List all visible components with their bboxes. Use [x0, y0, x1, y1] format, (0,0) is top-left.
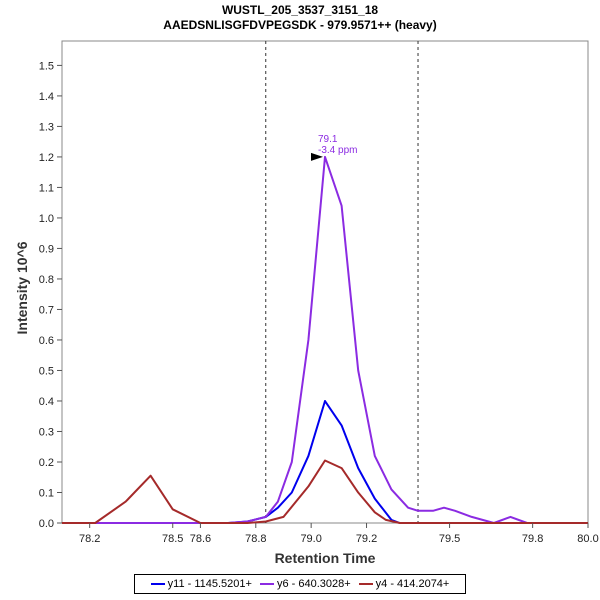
x-tick-label: 79.2: [356, 533, 377, 545]
y-tick-label: 1.1: [39, 182, 54, 194]
plot-area: [61, 40, 589, 524]
legend-label: y11 - 1145.5201+: [167, 578, 252, 590]
series-line-3: [62, 459, 588, 524]
x-tick-label: 78.2: [79, 533, 100, 545]
y-tick-label: 0.1: [39, 487, 54, 499]
y-axis: 0.0 0.1 0.2 0.3 0.4 0.5 0.6 0.7 0.8 0.9 1.0 1.1 1.2 1…: [39, 60, 62, 530]
y-tick-label: 1.4: [39, 91, 54, 103]
legend-label: y4 - 414.2074+: [375, 578, 450, 590]
y-tick-label: 0.4: [39, 396, 54, 408]
y-tick-label: 0.5: [39, 365, 54, 377]
peak-arrow-icon: [311, 152, 323, 161]
y-tick-label: 0.2: [39, 457, 54, 469]
peak-annotation: 79.1 -3.4 ppm: [311, 134, 357, 161]
y-tick-label: 0.8: [39, 274, 54, 286]
legend-swatch: [259, 583, 274, 585]
legend-swatch: [358, 583, 373, 585]
chart-subtitle: AAEDSNLISGFDVPEGSDK - 979.9571++ (heavy): [163, 18, 436, 32]
x-tick-label: 78.5: [162, 533, 183, 545]
chart-title: WUSTL_205_3537_3151_18: [222, 3, 378, 17]
x-tick-label: 79.5: [439, 533, 460, 545]
x-tick-label: 80.0: [577, 533, 598, 545]
x-tick-label: 79.8: [522, 533, 543, 545]
y-tick-label: 0.7: [39, 304, 54, 316]
x-axis: 78.2 78.5 78.6 78.8 79.0 79.2 79.5 79.8 80.0: [79, 523, 599, 545]
y-axis-label: Intensity 10^6: [14, 241, 30, 334]
legend: y11 - 1145.5201+ y6 - 640.3028+ y4 - 414.2…: [134, 574, 466, 594]
x-axis-label: Retention Time: [275, 550, 376, 566]
legend-label: y6 - 640.3028+: [276, 578, 351, 590]
y-tick-label: 1.5: [39, 60, 54, 72]
legend-item-1: y11 - 1145.5201+: [150, 578, 252, 590]
y-tick-label: 1.3: [39, 121, 54, 133]
x-tick-label: 79.0: [300, 533, 321, 545]
legend-item-2: y6 - 640.3028+: [259, 578, 351, 590]
peak-annotation-ppm: -3.4 ppm: [318, 145, 357, 156]
y-tick-label: 0.0: [39, 518, 54, 530]
y-tick-label: 1.0: [39, 213, 54, 225]
y-tick-label: 1.2: [39, 152, 54, 164]
boundary-lines: [265, 41, 419, 523]
legend-swatch: [150, 583, 165, 585]
series-group: [62, 155, 588, 524]
x-tick-label: 78.8: [245, 533, 266, 545]
legend-item-3: y4 - 414.2074+: [358, 578, 450, 590]
peak-annotation-rt: 79.1: [318, 134, 338, 145]
y-tick-label: 0.3: [39, 426, 54, 438]
y-tick-label: 0.9: [39, 243, 54, 255]
x-tick-label: 78.6: [190, 533, 211, 545]
y-tick-label: 0.6: [39, 335, 54, 347]
